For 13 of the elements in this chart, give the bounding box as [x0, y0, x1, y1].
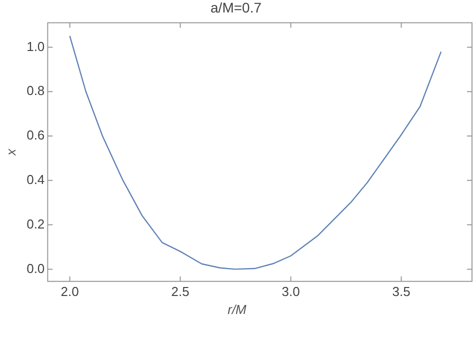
chart-title: a/M=0.7 [210, 0, 262, 16]
y-tick-label: 0.4 [26, 172, 45, 187]
x-tick-label: 2.5 [171, 284, 190, 299]
y-tick-label: 0.0 [26, 260, 45, 276]
x-axis-title: r/M [226, 302, 248, 317]
y-axis-title: x [3, 148, 18, 156]
x-tick-label: 2.0 [60, 284, 79, 299]
y-tick-label: 0.8 [26, 83, 45, 98]
x-tick-label: 3.0 [282, 284, 300, 299]
y-tick-label: 1.0 [26, 38, 45, 54]
y-tick-label: 0.6 [26, 128, 45, 143]
x-tick-label: 3.5 [392, 284, 410, 299]
y-tick-label: 0.2 [26, 216, 45, 232]
